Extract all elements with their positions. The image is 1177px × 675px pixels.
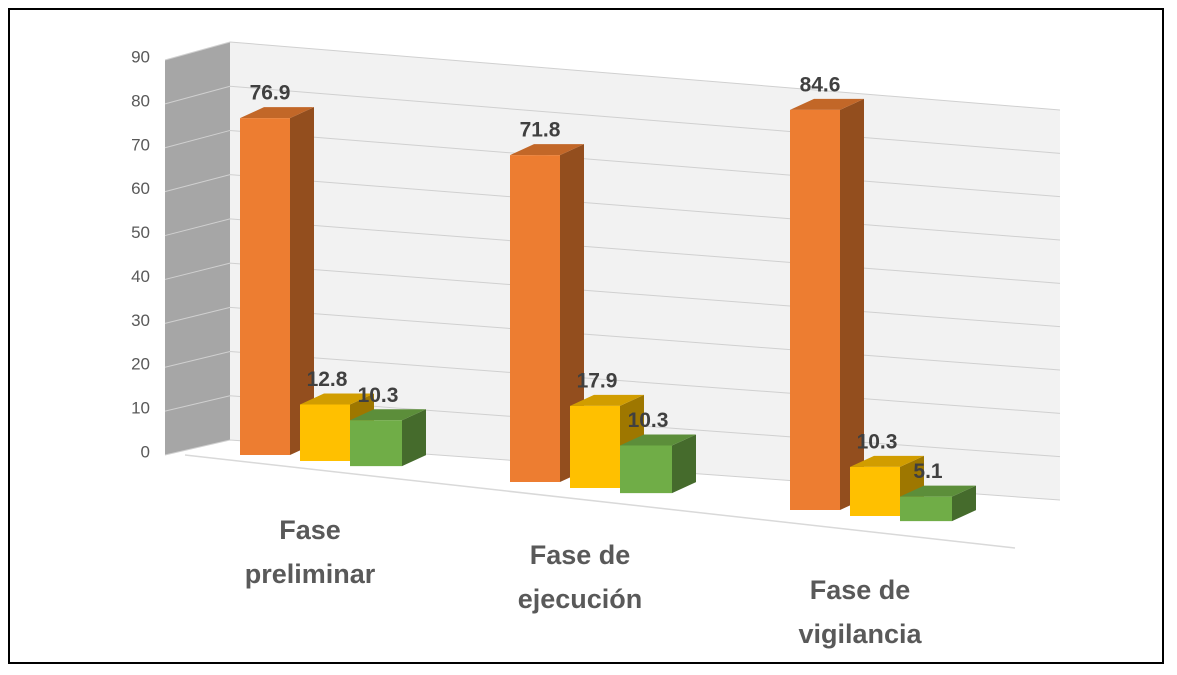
y-tick-label: 0 [141, 442, 150, 461]
bar-top [790, 98, 864, 110]
bar-front [510, 155, 560, 483]
bar [620, 434, 696, 494]
grid-line [164, 395, 1061, 458]
bar [240, 107, 314, 455]
data-label: 10.3 [857, 430, 898, 453]
y-tick-label: 70 [131, 135, 150, 154]
y-tick-label: 90 [131, 47, 150, 66]
bar-side [952, 485, 976, 522]
data-label: 10.3 [358, 384, 399, 407]
data-label: 12.8 [307, 368, 348, 391]
y-tick-label: 30 [131, 311, 150, 330]
grid-line [164, 306, 1061, 371]
bar [350, 409, 426, 467]
bar-front [240, 118, 290, 455]
frame [8, 8, 1164, 664]
bar-side [402, 409, 426, 467]
data-label: 84.6 [800, 73, 841, 96]
grid-line [164, 129, 1061, 198]
grid-line [164, 262, 1061, 328]
bar-front [620, 445, 672, 494]
bar-front [850, 466, 900, 516]
bar-top [240, 107, 314, 119]
x-tick-label: Fase de vigilancia [798, 575, 922, 649]
bar-side [672, 434, 696, 494]
bar-top [510, 144, 584, 156]
y-tick-label: 40 [131, 267, 150, 286]
bar-top [850, 455, 924, 467]
bar [790, 98, 864, 510]
grid-line [164, 351, 1061, 414]
y-tick-label: 20 [131, 355, 150, 374]
x-tick-label: Fase de ejecución [517, 540, 643, 614]
bar-front [900, 496, 952, 522]
bar-front [350, 420, 402, 467]
bar-side [290, 107, 314, 455]
data-label: 76.9 [250, 82, 291, 105]
bar-side [560, 144, 584, 483]
bar-top [620, 434, 696, 446]
data-label: 5.1 [913, 460, 943, 483]
bar-side [840, 98, 864, 510]
data-label: 10.3 [628, 409, 669, 432]
bar-top [570, 394, 644, 406]
side-wall [165, 42, 230, 455]
bar [510, 144, 584, 483]
y-tick-label: 10 [131, 399, 150, 418]
floor-line [184, 454, 1016, 549]
data-label: 17.9 [577, 369, 618, 392]
grid-line [164, 218, 1061, 284]
grid-line [164, 174, 1061, 241]
y-tick-label: 50 [131, 223, 150, 242]
y-tick-label: 60 [131, 179, 150, 198]
y-tick-label: 80 [131, 91, 150, 110]
grid-line [164, 439, 1061, 501]
bar-top [350, 409, 426, 421]
data-label: 71.8 [520, 119, 561, 142]
bar-top [300, 393, 374, 405]
x-tick-label: Fase preliminar [244, 515, 376, 589]
grid-line [164, 85, 1061, 154]
bar [900, 485, 976, 522]
grid-line [164, 41, 1061, 111]
bar-front [570, 405, 620, 488]
bar-top [900, 485, 976, 497]
bar-front [790, 109, 840, 510]
bar-front [300, 404, 350, 461]
